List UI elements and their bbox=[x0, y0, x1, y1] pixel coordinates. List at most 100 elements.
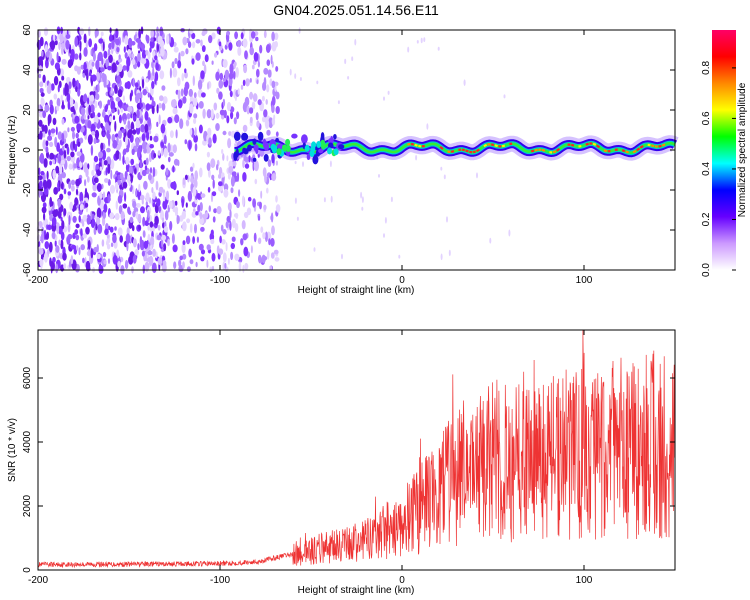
noise-speck bbox=[80, 244, 85, 251]
noise-speck bbox=[164, 210, 169, 221]
snr-x-label: Height of straight line (km) bbox=[298, 585, 415, 596]
noise-speck bbox=[271, 104, 275, 113]
noise-speck bbox=[275, 204, 281, 213]
noise-speck bbox=[153, 135, 159, 143]
noise-speck bbox=[141, 250, 145, 257]
noise-speck bbox=[93, 161, 96, 172]
signal-blob bbox=[285, 138, 291, 146]
noise-speck bbox=[187, 41, 192, 48]
noise-speck bbox=[70, 151, 75, 158]
noise-speck bbox=[80, 153, 85, 163]
noise-speck bbox=[46, 170, 49, 180]
noise-speck bbox=[114, 120, 117, 132]
noise-speck bbox=[253, 160, 259, 172]
noise-speck bbox=[86, 176, 90, 183]
noise-speck bbox=[194, 223, 197, 234]
noise-speck bbox=[154, 55, 158, 61]
noise-speck bbox=[165, 190, 170, 201]
noise-speck bbox=[226, 155, 229, 162]
noise-speck bbox=[61, 75, 65, 81]
signal-blob bbox=[285, 145, 291, 152]
noise-speck bbox=[247, 196, 252, 202]
noise-speck bbox=[70, 126, 75, 132]
noise-speck bbox=[52, 256, 56, 263]
noise-speck bbox=[75, 234, 80, 241]
noise-speck bbox=[154, 215, 159, 226]
signal-blob bbox=[328, 138, 334, 144]
noise-speck bbox=[59, 33, 64, 44]
noise-speck bbox=[54, 40, 58, 46]
noise-speck bbox=[132, 77, 135, 88]
noise-speck bbox=[233, 70, 236, 80]
noise-speck bbox=[112, 115, 116, 121]
snr-y-label: SNR (10 * v/v) bbox=[7, 418, 18, 482]
noise-speck bbox=[45, 58, 49, 69]
noise-speck bbox=[231, 218, 236, 229]
noise-speck bbox=[189, 223, 193, 234]
noise-speck bbox=[226, 215, 231, 223]
noise-speck bbox=[361, 206, 364, 211]
signal-core bbox=[501, 144, 506, 148]
signal-core bbox=[490, 143, 495, 147]
noise-speck bbox=[299, 77, 302, 81]
noise-speck bbox=[182, 261, 185, 269]
noise-speck bbox=[489, 237, 492, 244]
noise-speck bbox=[109, 116, 113, 122]
noise-speck bbox=[45, 146, 49, 154]
noise-speck bbox=[225, 242, 228, 252]
noise-speck bbox=[147, 257, 151, 263]
noise-speck bbox=[68, 163, 73, 170]
noise-speck bbox=[182, 240, 186, 246]
noise-speck bbox=[38, 73, 42, 79]
noise-speck bbox=[185, 48, 189, 55]
x-tick-label: 0 bbox=[399, 575, 405, 586]
noise-speck bbox=[230, 111, 234, 120]
noise-speck bbox=[109, 226, 114, 233]
noise-speck bbox=[79, 52, 82, 61]
noise-speck bbox=[152, 66, 155, 77]
noise-speck bbox=[79, 40, 82, 52]
noise-speck bbox=[87, 97, 90, 105]
noise-speck bbox=[130, 184, 133, 191]
noise-speck bbox=[43, 182, 48, 190]
noise-speck bbox=[167, 116, 173, 124]
noise-speck bbox=[131, 58, 136, 65]
noise-speck bbox=[107, 99, 111, 106]
noise-speck bbox=[90, 247, 94, 259]
noise-speck bbox=[215, 71, 220, 81]
noise-speck bbox=[108, 54, 113, 63]
signal-core bbox=[625, 150, 629, 154]
noise-speck bbox=[245, 78, 250, 87]
noise-speck bbox=[222, 130, 227, 136]
noise-speck bbox=[117, 89, 123, 98]
noise-speck bbox=[256, 120, 260, 128]
noise-speck bbox=[130, 158, 135, 166]
noise-speck bbox=[230, 187, 234, 194]
noise-speck bbox=[185, 202, 188, 208]
noise-speck bbox=[184, 71, 188, 79]
noise-speck bbox=[169, 130, 174, 139]
signal-core bbox=[661, 143, 666, 147]
noise-speck bbox=[140, 43, 146, 51]
noise-speck bbox=[49, 160, 52, 166]
colorbar-tick-label: 0.4 bbox=[701, 162, 712, 176]
noise-speck bbox=[81, 221, 85, 227]
signal-blob bbox=[233, 131, 241, 141]
noise-speck bbox=[271, 173, 277, 182]
noise-speck bbox=[93, 114, 99, 125]
noise-speck bbox=[131, 53, 135, 59]
noise-speck bbox=[234, 253, 240, 261]
noise-speck bbox=[199, 167, 203, 178]
noise-speck bbox=[241, 195, 245, 207]
noise-speck bbox=[156, 234, 162, 241]
noise-speck bbox=[124, 259, 129, 270]
noise-speck bbox=[234, 175, 239, 182]
signal-core bbox=[439, 146, 444, 150]
noise-speck bbox=[71, 185, 75, 192]
noise-speck bbox=[121, 128, 126, 134]
noise-speck bbox=[207, 186, 211, 193]
noise-speck bbox=[163, 192, 166, 202]
noise-speck bbox=[344, 58, 347, 65]
noise-speck bbox=[118, 54, 121, 60]
noise-speck bbox=[193, 92, 197, 99]
